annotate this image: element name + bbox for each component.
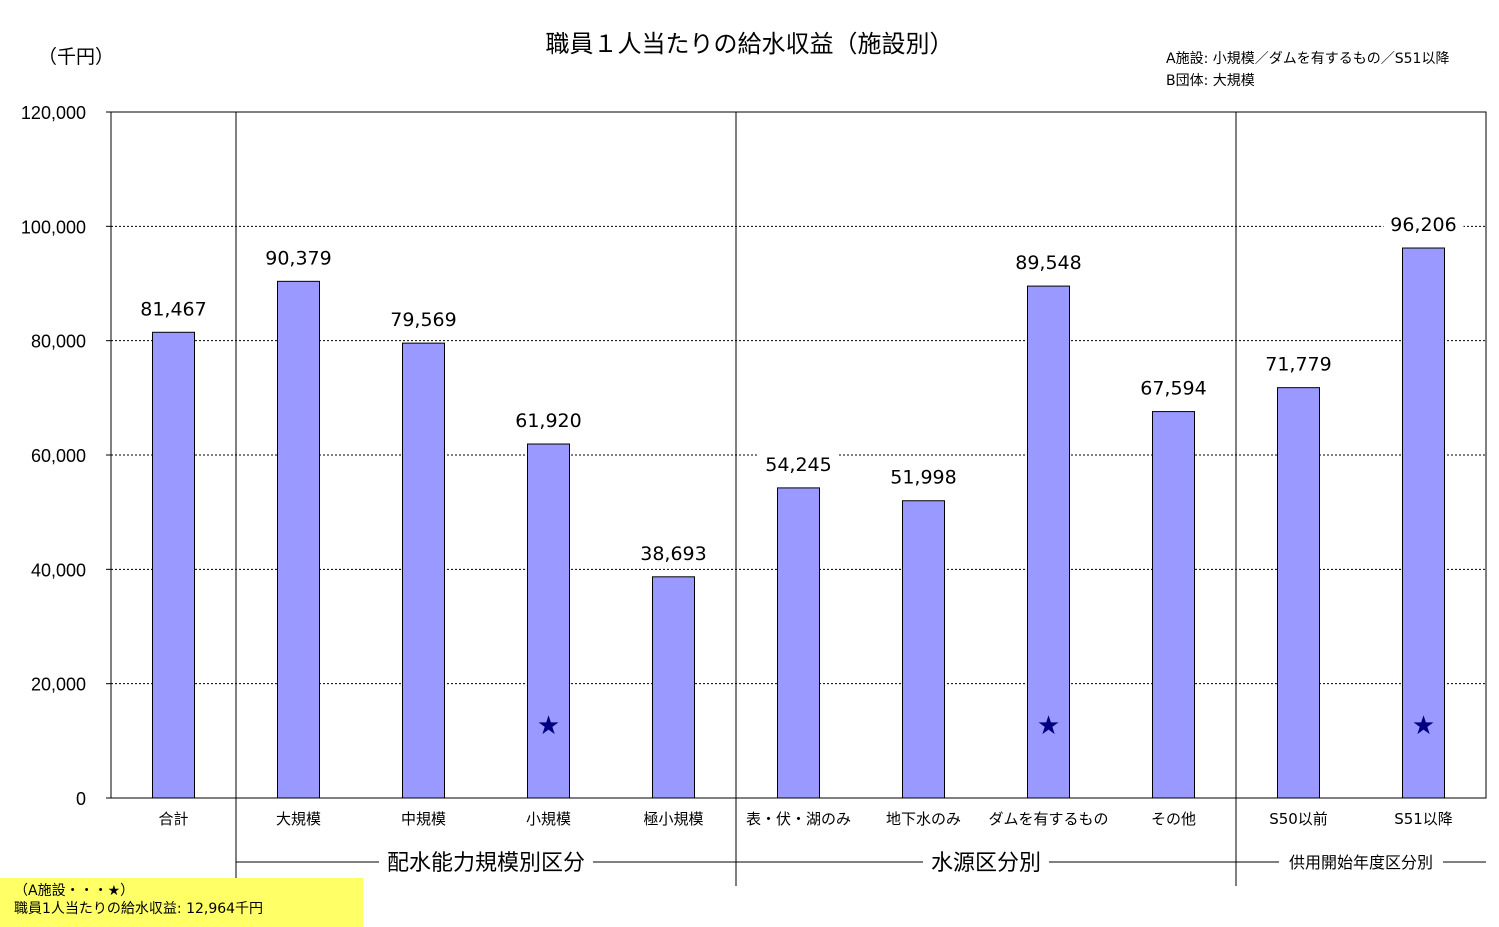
star-marker: ★ — [537, 711, 560, 741]
x-tick-label: S50以前 — [1269, 810, 1328, 828]
bar — [1152, 411, 1195, 799]
group-label: 供用開始年度区分別 — [1289, 853, 1433, 872]
y-tick-label: 100,000 — [21, 217, 86, 237]
y-tick-label: 0 — [76, 789, 86, 809]
x-tick-label: ダムを有するもの — [988, 810, 1108, 828]
data-label-bg — [1258, 349, 1339, 376]
data-label-bg — [1383, 210, 1464, 237]
data-label: 89,548 — [1015, 252, 1081, 274]
bar — [152, 331, 195, 799]
y-tick-label: 80,000 — [31, 332, 86, 352]
data-label-bg — [1133, 373, 1214, 400]
data-label: 71,779 — [1265, 354, 1331, 376]
group-label: 配水能力規模別区分 — [387, 851, 585, 876]
data-label: 81,467 — [140, 298, 206, 320]
bar — [1027, 285, 1070, 799]
unit-label: （千円） — [38, 46, 115, 68]
data-label-bg — [133, 294, 214, 321]
star-marker: ★ — [1412, 711, 1435, 741]
data-label: 79,569 — [390, 309, 456, 331]
x-tick-label: 地下水のみ — [886, 810, 961, 828]
y-tick-label: 120,000 — [21, 103, 86, 123]
bar — [402, 342, 445, 799]
data-label-bg — [383, 305, 464, 332]
chart-title: 職員１人当たりの給水収益（施設別） — [545, 30, 954, 58]
data-label-bg — [508, 406, 589, 433]
x-tick-label: 大規模 — [276, 810, 321, 828]
data-label: 38,693 — [640, 543, 706, 565]
x-tick-label: S51以降 — [1394, 810, 1453, 828]
bar — [902, 500, 945, 799]
footnote-line1: （A施設・・・★） — [14, 883, 135, 899]
legend-note-a: A施設: 小規模／ダムを有するもの／S51以降 — [1166, 51, 1450, 67]
data-label: 96,206 — [1390, 214, 1456, 236]
x-tick-label: 合計 — [158, 810, 188, 828]
bar — [527, 443, 570, 799]
data-label: 67,594 — [1140, 378, 1206, 400]
y-tick-label: 40,000 — [31, 560, 86, 580]
footnote-line2: 職員1人当たりの給水収益: 12,964千円 — [14, 901, 264, 917]
bar — [1277, 387, 1320, 799]
footnote-box: （A施設・・・★） 職員1人当たりの給水収益: 12,964千円 — [0, 878, 363, 927]
x-tick-label: 極小規模 — [643, 810, 703, 828]
legend-note-b: B団体: 大規模 — [1166, 73, 1255, 89]
x-tick-label: その他 — [1151, 810, 1196, 828]
star-marker: ★ — [1037, 711, 1060, 741]
y-tick-label: 20,000 — [31, 675, 86, 695]
bar — [777, 487, 820, 799]
x-tick-label: 中規模 — [401, 810, 446, 828]
data-label: 90,379 — [265, 247, 331, 269]
bar — [1402, 247, 1445, 799]
data-label-bg — [758, 449, 839, 476]
data-label: 51,998 — [890, 467, 956, 489]
data-label-bg — [633, 538, 714, 565]
bar — [277, 280, 320, 799]
x-tick-label: 小規模 — [526, 810, 571, 828]
x-tick-label: 表・伏・湖のみ — [746, 810, 851, 828]
data-label-bg — [883, 462, 964, 489]
data-label-bg — [1008, 248, 1089, 275]
data-label: 54,245 — [765, 454, 831, 476]
bar — [652, 576, 695, 799]
data-label: 61,920 — [515, 410, 581, 432]
data-label-bg — [258, 243, 339, 270]
y-tick-label: 60,000 — [31, 446, 86, 466]
group-label: 水源区分別 — [931, 851, 1041, 876]
